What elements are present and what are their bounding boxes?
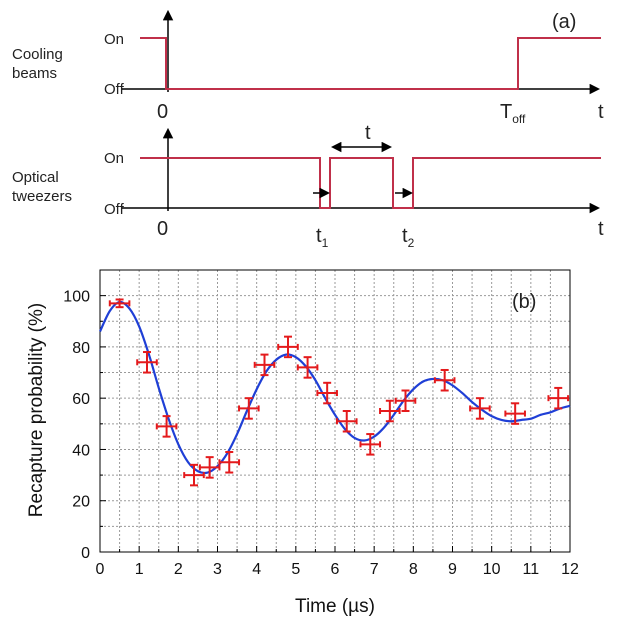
cooling-title-line2: beams xyxy=(12,65,57,82)
data-point xyxy=(136,351,158,374)
tweezers-zero-label: 0 xyxy=(157,218,168,240)
x-tick-label: 6 xyxy=(331,561,340,578)
tau-label: t xyxy=(365,122,371,144)
data-point xyxy=(238,397,260,420)
data-point xyxy=(277,335,299,359)
x-tick-label: 4 xyxy=(252,561,261,578)
panel-b-label: (b) xyxy=(512,291,536,313)
x-tick-label: 1 xyxy=(135,561,144,578)
tweezers-title-line2: tweezers xyxy=(12,188,72,205)
data-point xyxy=(218,451,241,474)
data-point xyxy=(379,399,401,423)
t2-sub: 2 xyxy=(408,236,415,250)
tweezers-signal-trace xyxy=(140,157,601,209)
tweezers-on-label: On xyxy=(104,150,124,167)
x-axis-label: Time (µs) xyxy=(295,596,375,617)
chart-axes xyxy=(99,269,571,553)
x-tick-label: 10 xyxy=(483,561,501,578)
data-point xyxy=(253,353,276,377)
data-point xyxy=(433,368,456,392)
cooling-zero-label: 0 xyxy=(157,101,168,123)
data-point xyxy=(469,397,491,420)
x-tick-label: 11 xyxy=(523,561,540,578)
x-tick-label: 3 xyxy=(213,561,222,578)
toff-sub: off xyxy=(512,112,526,126)
data-point xyxy=(155,415,178,438)
data-point xyxy=(547,386,570,410)
data-point xyxy=(504,402,526,425)
tweezers-diagram: Optical tweezers On Off t 0 t t1 t2 xyxy=(12,122,604,250)
chart-grid xyxy=(100,270,570,552)
data-point xyxy=(335,410,358,433)
x-tick-label: 0 xyxy=(96,561,105,578)
t2-label: t2 xyxy=(402,225,415,250)
panel-a: (a) Cooling beams On Off 0 t Toff Optica… xyxy=(12,9,604,250)
x-tick-label: 7 xyxy=(370,561,379,578)
tweezers-t-label: t xyxy=(598,218,604,240)
t1-main: t xyxy=(316,225,322,247)
data-point xyxy=(394,389,417,412)
y-tick-label: 80 xyxy=(72,340,90,357)
y-tick-label: 60 xyxy=(72,391,90,408)
cooling-off-label: Off xyxy=(104,81,125,98)
cooling-beams-diagram: Cooling beams On Off 0 t Toff xyxy=(12,9,604,126)
data-point xyxy=(183,463,205,487)
tweezers-title-line1: Optical xyxy=(12,169,59,186)
y-tick-label: 20 xyxy=(72,494,90,511)
cooling-title-line1: Cooling xyxy=(12,46,63,63)
cooling-signal-trace xyxy=(140,37,601,90)
y-tick-label: 100 xyxy=(63,289,90,306)
cooling-on-label: On xyxy=(104,31,124,48)
tweezers-off-label: Off xyxy=(104,201,125,218)
x-tick-label: 12 xyxy=(561,561,579,578)
x-tick-label: 9 xyxy=(448,561,457,578)
y-axis-label: Recapture probability (%) xyxy=(26,303,47,517)
t1-label: t1 xyxy=(316,225,329,250)
x-tick-label: 8 xyxy=(409,561,418,578)
data-points xyxy=(108,298,570,487)
cooling-t-label: t xyxy=(598,101,604,123)
data-point xyxy=(296,356,319,379)
y-tick-label: 0 xyxy=(81,545,90,562)
x-tick-label: 2 xyxy=(174,561,183,578)
x-tick-label: 5 xyxy=(291,561,300,578)
panel-a-label: (a) xyxy=(552,11,576,33)
data-point xyxy=(108,298,131,309)
data-point xyxy=(316,381,338,405)
t2-main: t xyxy=(402,225,408,247)
y-tick-label: 40 xyxy=(72,442,90,459)
data-point xyxy=(359,433,382,456)
t1-sub: 1 xyxy=(322,236,329,250)
toff-label: Toff xyxy=(500,101,526,126)
fit-curve xyxy=(99,300,571,475)
toff-main: T xyxy=(500,101,512,123)
data-point xyxy=(198,456,221,479)
